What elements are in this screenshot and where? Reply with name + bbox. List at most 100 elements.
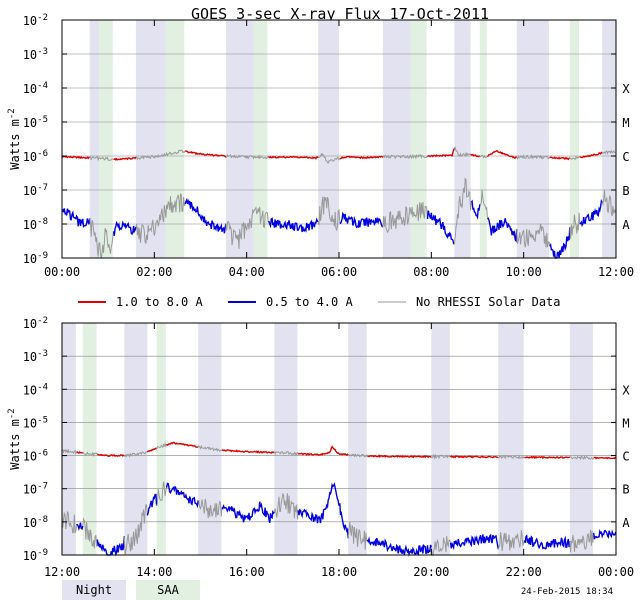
short-wavelength-series bbox=[146, 493, 158, 516]
short-wavelength-series bbox=[579, 198, 603, 228]
short-wavelength-series bbox=[593, 529, 617, 540]
long-wavelength-series bbox=[579, 151, 603, 159]
long-wavelength-series bbox=[479, 154, 488, 159]
long-wavelength-series bbox=[524, 455, 571, 460]
x-tick-label: 06:00 bbox=[321, 265, 357, 279]
short-wavelength-series bbox=[449, 533, 499, 551]
panel-2-y-axis-label: Watts m-2 bbox=[7, 408, 22, 469]
short-wavelength-series bbox=[297, 482, 349, 539]
panel-2-series bbox=[61, 441, 617, 557]
long-wavelength-series bbox=[123, 451, 148, 458]
long-wavelength-series bbox=[273, 451, 299, 456]
short-wavelength-series bbox=[569, 212, 581, 239]
night-band bbox=[318, 20, 339, 258]
night-band bbox=[62, 323, 76, 555]
x-tick-label: 22:00 bbox=[506, 565, 542, 579]
short-wavelength-series bbox=[430, 536, 452, 557]
y-tick-label: 10-8 bbox=[23, 217, 48, 232]
long-wavelength-series bbox=[569, 454, 595, 461]
flare-class-label: A bbox=[622, 516, 630, 530]
y-tick-label: 10-4 bbox=[23, 81, 48, 96]
flare-class-label: X bbox=[622, 383, 630, 397]
short-wavelength-series bbox=[273, 493, 299, 520]
short-wavelength-series bbox=[601, 189, 617, 217]
long-wavelength-series bbox=[487, 149, 518, 159]
y-tick-label: 10-6 bbox=[23, 449, 48, 464]
long-wavelength-series bbox=[569, 155, 580, 161]
short-wavelength-series bbox=[61, 511, 78, 534]
y-tick-label: 10-5 bbox=[23, 415, 48, 430]
short-wavelength-series bbox=[165, 482, 199, 509]
y-tick-label: 10-3 bbox=[23, 349, 48, 364]
panel-1-bands bbox=[89, 20, 616, 258]
long-wavelength-series bbox=[367, 454, 432, 459]
flare-class-label: B bbox=[622, 184, 629, 198]
short-wavelength-series bbox=[487, 217, 518, 243]
short-wavelength-series bbox=[347, 521, 368, 550]
long-wavelength-series bbox=[97, 453, 125, 458]
long-wavelength-series bbox=[135, 149, 186, 161]
long-wavelength-series bbox=[197, 444, 223, 453]
long-wavelength-series bbox=[318, 152, 341, 164]
y-tick-label: 10-7 bbox=[23, 482, 48, 497]
legend-nodata-label: No RHESSI Solar Data bbox=[416, 295, 561, 309]
long-wavelength-series bbox=[516, 154, 551, 161]
panel-2-flare-class-labels: A B C M X bbox=[622, 383, 630, 530]
saa-band bbox=[569, 20, 580, 258]
x-tick-label: 16:00 bbox=[229, 565, 265, 579]
legend-saa-swatch bbox=[136, 580, 200, 600]
y-tick-label: 10-2 bbox=[23, 13, 48, 28]
x-tick-label: 00:00 bbox=[44, 265, 80, 279]
short-wavelength-series bbox=[89, 218, 115, 259]
night-band bbox=[602, 20, 616, 258]
night-band bbox=[498, 323, 524, 555]
legend-night-swatch bbox=[62, 580, 126, 600]
night-band bbox=[274, 323, 298, 555]
saa-band bbox=[156, 323, 166, 555]
long-wavelength-series bbox=[76, 451, 84, 454]
long-wavelength-series bbox=[339, 155, 384, 160]
y-tick-label: 10-3 bbox=[23, 47, 48, 62]
long-wavelength-series bbox=[166, 441, 199, 448]
panel-1-y-tick-labels: 10-9 10-8 10-7 10-6 10-5 10-4 10-3 10-2 bbox=[23, 13, 616, 266]
long-wavelength-series bbox=[382, 153, 428, 160]
x-tick-label: 14:00 bbox=[136, 565, 172, 579]
long-wavelength-series bbox=[221, 449, 275, 454]
y-tick-label: 10-7 bbox=[23, 183, 48, 198]
y-tick-label: 10-9 bbox=[23, 251, 48, 266]
x-tick-label: 02:00 bbox=[136, 265, 172, 279]
night-band bbox=[431, 323, 450, 555]
saa-band bbox=[98, 20, 113, 258]
y-tick-label: 10-8 bbox=[23, 515, 48, 530]
night-band bbox=[569, 323, 593, 555]
long-wavelength-series bbox=[156, 442, 168, 450]
saa-band bbox=[82, 323, 97, 555]
short-wavelength-series bbox=[225, 206, 269, 249]
short-wavelength-series bbox=[82, 517, 98, 549]
y-tick-label: 10-6 bbox=[23, 149, 48, 164]
short-wavelength-series bbox=[135, 192, 186, 245]
short-wavelength-series bbox=[470, 199, 481, 220]
short-wavelength-series bbox=[76, 522, 84, 531]
short-wavelength-series bbox=[156, 481, 168, 506]
long-wavelength-series bbox=[470, 153, 481, 158]
y-tick-label: 10-2 bbox=[23, 316, 48, 331]
long-wavelength-series bbox=[61, 155, 90, 160]
short-wavelength-series bbox=[516, 223, 551, 248]
saa-band bbox=[479, 20, 487, 258]
short-wavelength-series bbox=[339, 211, 384, 229]
short-wavelength-series bbox=[317, 196, 341, 232]
flare-class-label: M bbox=[622, 116, 629, 130]
panel-2-y-tick-labels: 10-9 10-8 10-7 10-6 10-5 10-4 10-3 10-2 bbox=[23, 316, 616, 563]
panel-2-x-tick-labels: 12:00 14:00 16:00 18:00 20:00 22:00 00:00 bbox=[44, 323, 634, 579]
saa-band bbox=[253, 20, 268, 258]
chart-title: GOES 3-sec X-ray Flux 17-Oct-2011 bbox=[191, 5, 489, 23]
y-tick-label: 10-4 bbox=[23, 382, 48, 397]
x-tick-label: 04:00 bbox=[229, 265, 265, 279]
x-tick-label: 08:00 bbox=[413, 265, 449, 279]
panel-2-bands bbox=[62, 323, 593, 555]
x-tick-label: 20:00 bbox=[413, 565, 449, 579]
x-tick-label: 12:00 bbox=[598, 265, 634, 279]
long-wavelength-series bbox=[454, 146, 471, 158]
legend-long-label: 1.0 to 8.0 A bbox=[116, 295, 203, 309]
